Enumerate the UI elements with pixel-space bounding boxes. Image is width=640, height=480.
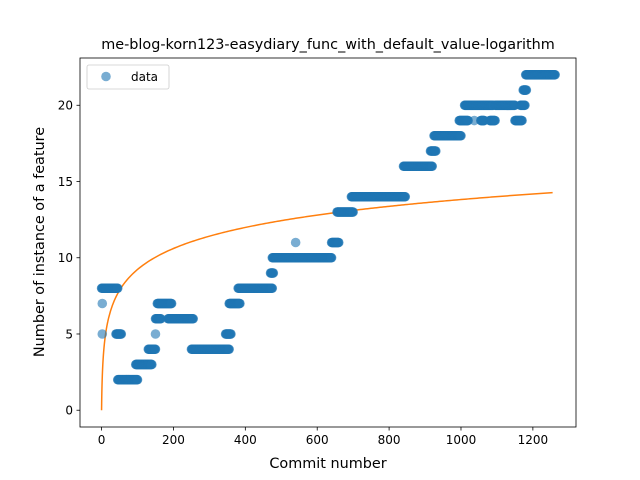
x-tick-label: 400 [234, 433, 257, 447]
data-point [112, 283, 123, 294]
data-point [226, 329, 236, 339]
data-point [550, 69, 560, 80]
data-point [150, 344, 161, 355]
x-tick-label: 1000 [446, 433, 477, 447]
data-point [267, 283, 278, 294]
legend-marker-data [101, 71, 111, 82]
fit-layer [100, 191, 553, 411]
plot-frame [79, 57, 577, 428]
data-point [456, 130, 466, 141]
y-tick-label: 5 [65, 327, 73, 341]
chart-title: me-blog-korn123-easydiary_func_with_defa… [101, 37, 555, 53]
y-tick-label: 0 [65, 404, 73, 418]
data-point [268, 268, 279, 278]
data-point [132, 374, 143, 385]
data-point [156, 313, 166, 324]
x-axis: 0 200 400 600 800 1000 1200 [98, 427, 548, 447]
x-tick-label: 200 [162, 433, 185, 447]
x-axis-label: Commit number [269, 456, 386, 472]
data-point [116, 329, 127, 339]
data-point [147, 359, 157, 370]
data-point [520, 100, 530, 111]
data-point [224, 344, 234, 355]
scatter-points [96, 69, 560, 385]
x-tick-label: 0 [98, 433, 106, 447]
data-point [97, 298, 108, 309]
y-axis-label: Number of instance of a feature [32, 127, 48, 357]
legend-box [86, 64, 170, 90]
data-point [400, 191, 411, 202]
data-point [517, 115, 527, 126]
legend: data [86, 64, 170, 90]
fit-curve [100, 191, 553, 411]
data-point [150, 329, 161, 339]
data-point [348, 207, 358, 217]
y-tick-label: 10 [58, 251, 73, 265]
data-point [333, 237, 344, 248]
data-point [97, 329, 108, 339]
x-tick-label: 600 [306, 433, 329, 447]
x-tick-label: 1200 [518, 433, 549, 447]
data-point [166, 298, 177, 309]
data-point [490, 115, 500, 126]
data-point [290, 237, 301, 248]
x-tick-label: 800 [378, 433, 401, 447]
legend-label-data: data [131, 70, 158, 84]
data-point [469, 115, 480, 126]
data-point [431, 146, 441, 156]
data-point [235, 298, 245, 309]
y-tick-label: 20 [58, 99, 73, 113]
data-point [427, 161, 438, 172]
data-point [188, 313, 199, 324]
data-point [326, 252, 337, 263]
data-point [521, 85, 532, 95]
y-tick-label: 15 [58, 175, 73, 189]
y-axis: 0 5 10 15 20 [58, 99, 80, 418]
